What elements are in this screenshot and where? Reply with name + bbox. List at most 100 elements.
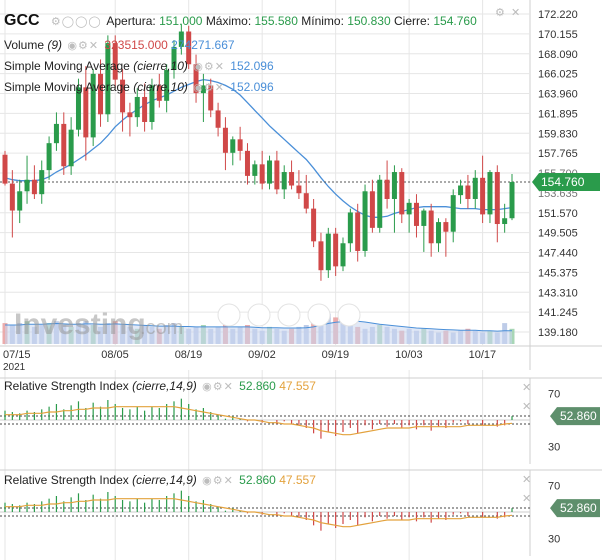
volume-legend: Volume (9) ◉⚙✕ 323515.000 274271.667 — [4, 38, 235, 52]
candle-body — [362, 191, 368, 251]
y-tick-label: 159.830 — [538, 128, 578, 140]
candle-body — [347, 212, 353, 244]
rsi-tick-top: 70 — [548, 480, 560, 492]
y-tick-label: 166.025 — [538, 69, 578, 81]
candle-body — [83, 87, 89, 138]
candle-body — [134, 96, 140, 118]
candle-body — [391, 172, 397, 199]
zoom-out-icon[interactable] — [247, 303, 271, 327]
candle-body — [127, 112, 133, 118]
rsi-remove-icon: ✕ — [522, 401, 531, 413]
candle-body — [53, 123, 59, 144]
candle-body — [9, 183, 15, 211]
candle-body — [142, 96, 148, 122]
candle-body — [428, 210, 434, 244]
candle-body — [17, 191, 23, 211]
candle-body — [399, 172, 405, 215]
candle-body — [200, 85, 206, 94]
rsi-tick-bottom: 30 — [548, 534, 560, 546]
rsi-signal-line — [5, 498, 513, 528]
volume-tool-icons[interactable]: ◉⚙✕ — [67, 40, 100, 52]
candle-body — [244, 150, 250, 176]
candle-body — [289, 172, 295, 186]
high-value: 155.580 — [254, 14, 298, 28]
close-icon: ✕ — [511, 7, 520, 19]
y-tick-label: 147.440 — [538, 248, 578, 260]
rsi2-label: Relative Strength Index — [4, 473, 129, 487]
candle-body — [487, 172, 493, 215]
candle-body — [340, 243, 346, 267]
price-tag-bg — [532, 173, 600, 192]
header-legend: GCC ⚙◯◯◯ Apertura: 151.000 Máximo: 155.5… — [4, 12, 477, 30]
candle-body — [333, 233, 339, 267]
volume-ma-line — [5, 320, 512, 332]
sma2-tool-icons[interactable]: ◉⚙✕ — [193, 82, 225, 94]
rsi-tag-text: 52.860 — [560, 409, 597, 423]
scroll-right-icon[interactable] — [337, 303, 361, 327]
candle-body — [406, 202, 412, 215]
rsi-tick-top: 70 — [548, 388, 560, 400]
scroll-left-icon[interactable] — [217, 303, 241, 327]
candle-body — [178, 31, 184, 47]
candle-body — [222, 127, 228, 153]
candle-body — [369, 191, 375, 228]
candle-body — [436, 222, 442, 244]
x-tick-label: 09/19 — [322, 349, 350, 361]
candle-body — [421, 210, 427, 226]
watermark-brand: Investing — [14, 308, 146, 341]
rsi1-signal: 47.557 — [279, 379, 316, 393]
candle-body — [413, 202, 419, 226]
candle-body — [39, 170, 45, 195]
y-tick-label: 168.090 — [538, 49, 578, 61]
x-tick-label: 10/03 — [395, 349, 423, 361]
candle-body — [252, 164, 258, 176]
rsi1-label: Relative Strength Index — [4, 379, 129, 393]
volume-ma-value: 274271.667 — [171, 38, 235, 52]
reset-zoom-icon[interactable] — [277, 303, 301, 327]
last-price-tag — [532, 173, 600, 192]
rsi-close-icon: ✕ — [522, 382, 531, 394]
sma1-legend: Simple Moving Average (cierre,10) ◉⚙✕ 15… — [4, 59, 274, 73]
sma-line — [4, 78, 513, 218]
x-tick-label: 10/17 — [469, 349, 497, 361]
candle-body — [193, 64, 199, 94]
sma1-tool-icons[interactable]: ◉⚙✕ — [193, 61, 225, 73]
watermark-suffix: .com — [140, 317, 183, 339]
high-label: Máximo: — [205, 14, 252, 28]
sma2-param: (cierre,10) — [133, 80, 188, 94]
candle-body — [24, 179, 30, 192]
x-tick-label: 07/15 — [3, 349, 31, 361]
volume-value: 323515.000 — [104, 38, 168, 52]
rsi1-tool-icons[interactable]: ◉⚙✕ — [202, 381, 234, 393]
zoom-in-icon[interactable] — [307, 303, 331, 327]
y-tick-label: 163.960 — [538, 89, 578, 101]
x-tick-label: 09/02 — [248, 349, 276, 361]
candle-body — [120, 79, 126, 113]
candle-body — [509, 182, 515, 219]
rsi-tag-bg — [550, 407, 600, 426]
candle-body — [465, 185, 471, 199]
rsi-tag-bg — [550, 499, 600, 518]
rsi1-param: (cierre,14,9) — [132, 379, 197, 393]
candle-body — [75, 87, 81, 130]
x-tick-label: 08/19 — [175, 349, 203, 361]
header-tool-icons[interactable]: ⚙◯◯◯ — [50, 16, 102, 28]
sma2-value: 152.096 — [230, 80, 274, 94]
candle-body — [377, 179, 383, 228]
y-tick-label: 157.765 — [538, 148, 578, 160]
rsi1-legend: Relative Strength Index (cierre,14,9) ◉⚙… — [4, 379, 316, 393]
y-tick-label: 139.180 — [538, 327, 578, 339]
candle-body — [311, 208, 317, 242]
rsi2-tool-icons[interactable]: ◉⚙✕ — [202, 475, 234, 487]
candle-body — [325, 233, 331, 271]
rsi-tag-text: 52.860 — [560, 501, 597, 515]
candle-body — [274, 160, 280, 190]
rsi2-value: 52.860 — [239, 473, 276, 487]
candle-body — [149, 85, 155, 122]
open-value: 151.000 — [159, 14, 203, 28]
candle-body — [237, 139, 243, 151]
candle-body — [68, 129, 74, 167]
candle-body — [186, 31, 192, 65]
x-tick-label: 08/05 — [101, 349, 129, 361]
